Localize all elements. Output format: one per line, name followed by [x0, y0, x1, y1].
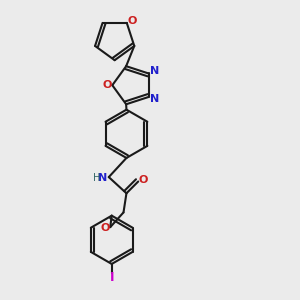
- Text: O: O: [102, 80, 112, 90]
- Text: O: O: [100, 223, 110, 233]
- Text: O: O: [128, 16, 137, 26]
- Text: N: N: [150, 66, 160, 76]
- Text: N: N: [98, 173, 107, 183]
- Text: O: O: [139, 175, 148, 185]
- Text: H: H: [93, 173, 101, 183]
- Text: N: N: [150, 94, 160, 104]
- Text: I: I: [110, 271, 114, 284]
